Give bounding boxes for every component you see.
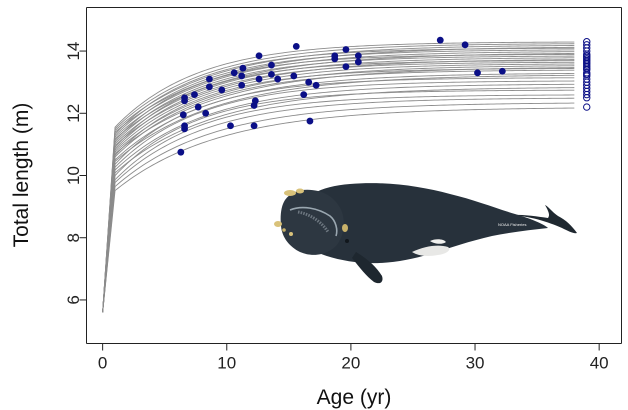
observed-point (205, 83, 213, 91)
observed-point (230, 69, 238, 77)
observed-point (177, 148, 185, 156)
growth-curve (102, 46, 575, 313)
growth-curve (102, 59, 575, 313)
observed-points (177, 36, 506, 156)
observed-point (179, 111, 187, 119)
growth-curve (102, 51, 575, 313)
open-point (583, 41, 591, 49)
right-whale-illustration: NOAA Fisheries (274, 183, 577, 284)
observed-point (218, 86, 226, 94)
growth-curve (102, 87, 575, 313)
observed-point (181, 94, 188, 102)
observed-point (250, 122, 258, 130)
x-tick-label: 10 (217, 354, 236, 373)
growth-curve (102, 102, 575, 313)
y-axis: 6 8 10 12 14 (64, 42, 87, 305)
x-tick-label: 20 (341, 354, 360, 373)
observed-point (268, 70, 275, 78)
observed-point (436, 36, 444, 44)
observed-point (290, 72, 298, 80)
observed-point (342, 46, 350, 53)
growth-curve (102, 53, 575, 313)
observed-point (354, 58, 362, 66)
observed-point (181, 122, 188, 130)
observed-point (305, 78, 313, 86)
y-tick-label: 8 (64, 233, 83, 242)
open-point (583, 38, 591, 46)
observed-point (306, 117, 314, 125)
y-tick-label: 6 (64, 295, 83, 304)
observed-point (300, 91, 308, 99)
growth-curve (102, 65, 575, 313)
growth-curve (102, 57, 575, 313)
growth-curve (102, 80, 575, 313)
growth-curve (102, 43, 575, 313)
y-tick-label: 12 (64, 104, 83, 123)
observed-point (191, 91, 198, 99)
observed-point (474, 69, 481, 77)
growth-curve (102, 89, 575, 313)
observed-point (205, 75, 213, 83)
observed-point (251, 97, 259, 105)
x-axis: 0 10 20 30 40 (86, 343, 622, 373)
observed-point (194, 103, 202, 111)
observed-point (255, 52, 263, 60)
y-tick-label: 10 (64, 166, 83, 185)
growth-curve (102, 63, 575, 313)
growth-curve (102, 47, 575, 313)
growth-curve (102, 94, 575, 313)
growth-curve (102, 41, 575, 313)
y-axis-title: Total length (m) (10, 103, 33, 248)
open-point (583, 103, 591, 111)
observed-point (238, 72, 246, 80)
growth-curve (102, 97, 575, 313)
x-tick-label: 30 (466, 354, 485, 373)
observed-point (498, 67, 506, 75)
observed-point (354, 52, 362, 60)
observed-point (312, 81, 320, 89)
observed-point (255, 75, 263, 83)
observed-point (342, 63, 350, 71)
growth-curve (102, 45, 575, 313)
observed-point (331, 52, 339, 60)
observed-point (239, 64, 247, 72)
observed-point (268, 61, 275, 69)
x-tick-label: 0 (98, 354, 107, 373)
observed-point (238, 81, 246, 89)
observed-point (202, 109, 210, 117)
observed-point (227, 122, 234, 130)
observed-point (461, 41, 469, 49)
x-axis-title: Age (yr) (317, 386, 392, 409)
growth-curves (102, 41, 575, 313)
observed-point (292, 42, 300, 50)
y-tick-label: 14 (64, 42, 83, 61)
illustration-credit: NOAA Fisheries (498, 222, 526, 227)
open-points (583, 38, 591, 111)
growth-curve (102, 74, 575, 313)
x-tick-label: 40 (590, 354, 609, 373)
observed-point (274, 75, 282, 83)
